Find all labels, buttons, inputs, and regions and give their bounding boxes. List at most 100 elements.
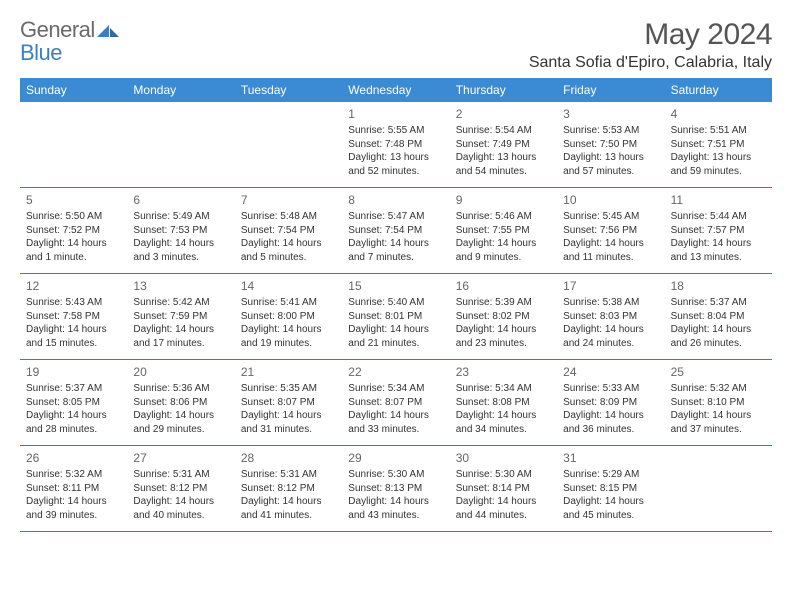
brand-logo: GeneralBlue <box>20 18 119 64</box>
sunset-line: Sunset: 8:08 PM <box>456 396 551 410</box>
sunset-line: Sunset: 8:10 PM <box>671 396 766 410</box>
sunrise-line: Sunrise: 5:49 AM <box>133 210 228 224</box>
calendar-cell: 4Sunrise: 5:51 AMSunset: 7:51 PMDaylight… <box>665 102 772 188</box>
header: GeneralBlue May 2024 Santa Sofia d'Epiro… <box>20 18 772 72</box>
day-number: 3 <box>563 106 658 122</box>
sunrise-line: Sunrise: 5:45 AM <box>563 210 658 224</box>
sunset-line: Sunset: 7:50 PM <box>563 138 658 152</box>
day-number: 24 <box>563 364 658 380</box>
calendar-cell: 9 Sunrise: 5:46 AMSunset: 7:55 PMDaylight… <box>450 188 557 274</box>
sunrise-line: Sunrise: 5:35 AM <box>241 382 336 396</box>
sunset-line: Sunset: 8:11 PM <box>26 482 121 496</box>
daylight-line: Daylight: 14 hours and 19 minutes. <box>241 323 336 350</box>
daylight-line: Daylight: 14 hours and 23 minutes. <box>456 323 551 350</box>
sunset-line: Sunset: 7:49 PM <box>456 138 551 152</box>
day-number: 28 <box>241 450 336 466</box>
daylight-line: Daylight: 14 hours and 5 minutes. <box>241 237 336 264</box>
sunset-line: Sunset: 7:54 PM <box>348 224 443 238</box>
day-number: 5 <box>26 192 121 208</box>
daylight-line: Daylight: 14 hours and 36 minutes. <box>563 409 658 436</box>
daylight-line: Daylight: 14 hours and 44 minutes. <box>456 495 551 522</box>
calendar-cell: 13Sunrise: 5:42 AMSunset: 7:59 PMDayligh… <box>127 274 234 360</box>
sunrise-line: Sunrise: 5:31 AM <box>133 468 228 482</box>
calendar-cell-empty <box>235 102 342 188</box>
day-number: 10 <box>563 192 658 208</box>
daylight-line: Daylight: 14 hours and 34 minutes. <box>456 409 551 436</box>
sunrise-line: Sunrise: 5:43 AM <box>26 296 121 310</box>
calendar: Sunday Monday Tuesday Wednesday Thursday… <box>20 78 772 532</box>
calendar-cell-empty <box>127 102 234 188</box>
sunset-line: Sunset: 7:48 PM <box>348 138 443 152</box>
daylight-line: Daylight: 14 hours and 21 minutes. <box>348 323 443 350</box>
weekday-header: Monday <box>127 78 234 102</box>
weekday-header: Saturday <box>665 78 772 102</box>
sunrise-line: Sunrise: 5:51 AM <box>671 124 766 138</box>
sunrise-line: Sunrise: 5:46 AM <box>456 210 551 224</box>
weekday-header: Tuesday <box>235 78 342 102</box>
day-number: 30 <box>456 450 551 466</box>
calendar-cell: 25Sunrise: 5:32 AMSunset: 8:10 PMDayligh… <box>665 360 772 446</box>
day-number: 6 <box>133 192 228 208</box>
weekday-header-row: Sunday Monday Tuesday Wednesday Thursday… <box>20 78 772 102</box>
sunset-line: Sunset: 8:14 PM <box>456 482 551 496</box>
sunrise-line: Sunrise: 5:41 AM <box>241 296 336 310</box>
calendar-cell-empty <box>20 102 127 188</box>
sunset-line: Sunset: 8:15 PM <box>563 482 658 496</box>
calendar-cell: 29Sunrise: 5:30 AMSunset: 8:13 PMDayligh… <box>342 446 449 532</box>
daylight-line: Daylight: 13 hours and 54 minutes. <box>456 151 551 178</box>
daylight-line: Daylight: 14 hours and 39 minutes. <box>26 495 121 522</box>
day-number: 29 <box>348 450 443 466</box>
sunset-line: Sunset: 7:55 PM <box>456 224 551 238</box>
calendar-cell: 26Sunrise: 5:32 AMSunset: 8:11 PMDayligh… <box>20 446 127 532</box>
sunset-line: Sunset: 7:59 PM <box>133 310 228 324</box>
day-number: 19 <box>26 364 121 380</box>
daylight-line: Daylight: 14 hours and 9 minutes. <box>456 237 551 264</box>
sunrise-line: Sunrise: 5:47 AM <box>348 210 443 224</box>
daylight-line: Daylight: 14 hours and 33 minutes. <box>348 409 443 436</box>
sunset-line: Sunset: 7:57 PM <box>671 224 766 238</box>
sunrise-line: Sunrise: 5:30 AM <box>348 468 443 482</box>
calendar-cell: 27Sunrise: 5:31 AMSunset: 8:12 PMDayligh… <box>127 446 234 532</box>
day-number: 9 <box>456 192 551 208</box>
calendar-cell: 14Sunrise: 5:41 AMSunset: 8:00 PMDayligh… <box>235 274 342 360</box>
sunrise-line: Sunrise: 5:31 AM <box>241 468 336 482</box>
calendar-cell: 12Sunrise: 5:43 AMSunset: 7:58 PMDayligh… <box>20 274 127 360</box>
sunrise-line: Sunrise: 5:37 AM <box>26 382 121 396</box>
sunrise-line: Sunrise: 5:38 AM <box>563 296 658 310</box>
sunset-line: Sunset: 8:07 PM <box>241 396 336 410</box>
daylight-line: Daylight: 14 hours and 40 minutes. <box>133 495 228 522</box>
sunset-line: Sunset: 7:58 PM <box>26 310 121 324</box>
sunrise-line: Sunrise: 5:48 AM <box>241 210 336 224</box>
sunset-line: Sunset: 7:54 PM <box>241 224 336 238</box>
calendar-cell: 21Sunrise: 5:35 AMSunset: 8:07 PMDayligh… <box>235 360 342 446</box>
sunrise-line: Sunrise: 5:29 AM <box>563 468 658 482</box>
day-number: 4 <box>671 106 766 122</box>
day-number: 20 <box>133 364 228 380</box>
day-number: 7 <box>241 192 336 208</box>
calendar-cell: 19Sunrise: 5:37 AMSunset: 8:05 PMDayligh… <box>20 360 127 446</box>
day-number: 26 <box>26 450 121 466</box>
day-number: 8 <box>348 192 443 208</box>
daylight-line: Daylight: 13 hours and 59 minutes. <box>671 151 766 178</box>
sunset-line: Sunset: 8:07 PM <box>348 396 443 410</box>
daylight-line: Daylight: 14 hours and 24 minutes. <box>563 323 658 350</box>
daylight-line: Daylight: 14 hours and 26 minutes. <box>671 323 766 350</box>
daylight-line: Daylight: 14 hours and 15 minutes. <box>26 323 121 350</box>
daylight-line: Daylight: 14 hours and 11 minutes. <box>563 237 658 264</box>
day-number: 1 <box>348 106 443 122</box>
daylight-line: Daylight: 14 hours and 13 minutes. <box>671 237 766 264</box>
weekday-header: Sunday <box>20 78 127 102</box>
weekday-header: Thursday <box>450 78 557 102</box>
daylight-line: Daylight: 14 hours and 45 minutes. <box>563 495 658 522</box>
daylight-line: Daylight: 14 hours and 31 minutes. <box>241 409 336 436</box>
brand-part1: General <box>20 17 95 42</box>
sunset-line: Sunset: 8:02 PM <box>456 310 551 324</box>
calendar-grid: 1Sunrise: 5:55 AMSunset: 7:48 PMDaylight… <box>20 102 772 532</box>
sunset-line: Sunset: 8:03 PM <box>563 310 658 324</box>
day-number: 31 <box>563 450 658 466</box>
sunrise-line: Sunrise: 5:39 AM <box>456 296 551 310</box>
calendar-cell: 16Sunrise: 5:39 AMSunset: 8:02 PMDayligh… <box>450 274 557 360</box>
sunrise-line: Sunrise: 5:36 AM <box>133 382 228 396</box>
location-label: Santa Sofia d'Epiro, Calabria, Italy <box>529 54 772 72</box>
day-number: 15 <box>348 278 443 294</box>
